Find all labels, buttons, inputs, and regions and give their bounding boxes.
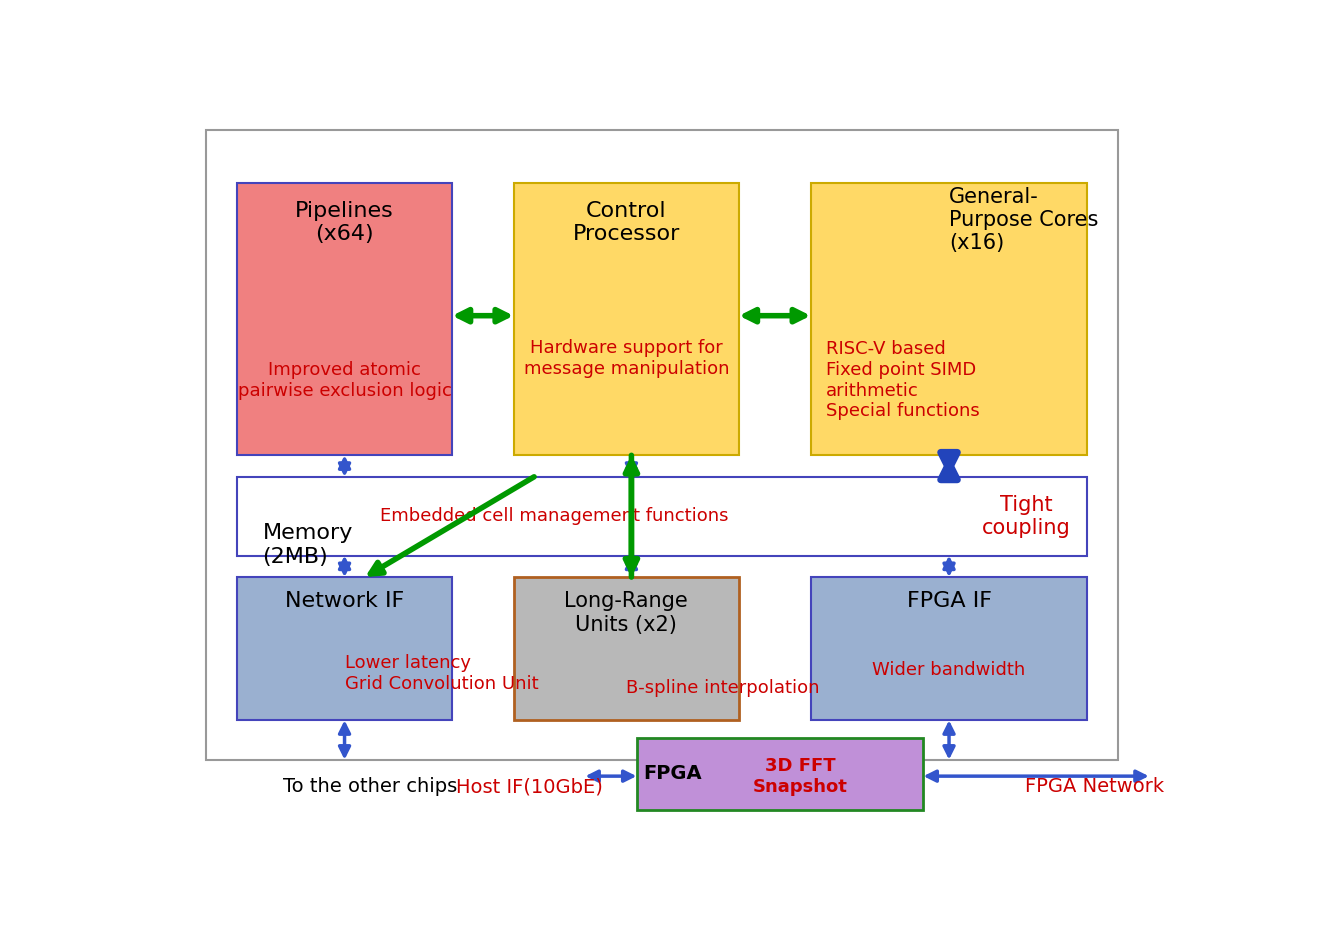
- Text: Network IF: Network IF: [286, 591, 405, 611]
- FancyBboxPatch shape: [810, 577, 1087, 720]
- Text: Embedded cell management functions: Embedded cell management functions: [381, 507, 728, 525]
- Text: B-spline interpolation: B-spline interpolation: [627, 679, 820, 698]
- Text: FPGA Network: FPGA Network: [1025, 777, 1165, 796]
- Text: Tight
coupling: Tight coupling: [981, 495, 1071, 538]
- Text: Lower latency
Grid Convolution Unit: Lower latency Grid Convolution Unit: [345, 655, 538, 693]
- Text: Long-Range
Units (x2): Long-Range Units (x2): [564, 591, 689, 634]
- FancyBboxPatch shape: [513, 183, 739, 456]
- Text: Host IF(10GbE): Host IF(10GbE): [456, 777, 603, 796]
- Text: Hardware support for
message manipulation: Hardware support for message manipulatio…: [524, 339, 728, 379]
- FancyBboxPatch shape: [637, 738, 923, 810]
- Text: RISC-V based
Fixed point SIMD
arithmetic
Special functions: RISC-V based Fixed point SIMD arithmetic…: [826, 340, 980, 420]
- Text: Control
Processor: Control Processor: [572, 201, 680, 245]
- FancyBboxPatch shape: [513, 577, 739, 720]
- FancyBboxPatch shape: [237, 183, 452, 456]
- Text: Improved atomic
pairwise exclusion logic: Improved atomic pairwise exclusion logic: [238, 361, 452, 400]
- FancyBboxPatch shape: [810, 183, 1087, 456]
- FancyBboxPatch shape: [237, 577, 452, 720]
- Text: Memory
(2MB): Memory (2MB): [263, 524, 353, 566]
- FancyBboxPatch shape: [237, 477, 1087, 555]
- Text: General-
Purpose Cores
(x16): General- Purpose Cores (x16): [949, 187, 1099, 253]
- Text: Pipelines
(x64): Pipelines (x64): [295, 201, 394, 245]
- Text: 3D FFT
Snapshot: 3D FFT Snapshot: [754, 757, 847, 795]
- Text: FPGA IF: FPGA IF: [907, 591, 992, 611]
- FancyBboxPatch shape: [206, 129, 1118, 760]
- Text: To the other chips: To the other chips: [283, 777, 457, 796]
- Text: Wider bandwidth: Wider bandwidth: [873, 661, 1026, 679]
- Text: FPGA: FPGA: [642, 764, 702, 783]
